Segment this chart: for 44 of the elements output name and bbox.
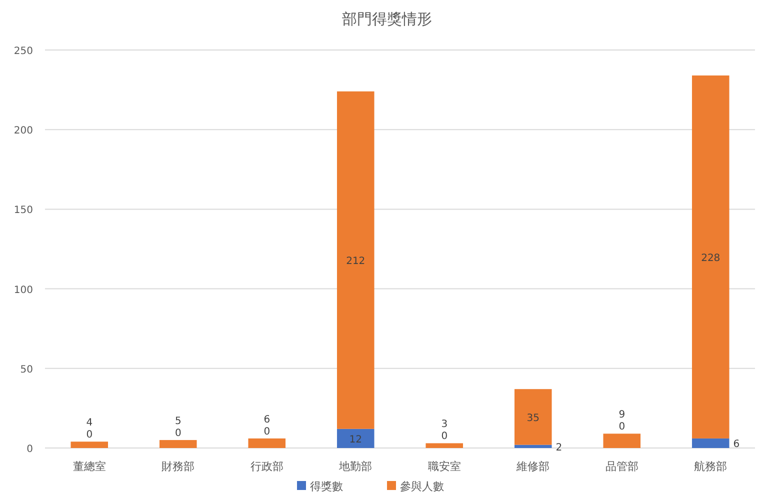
- data-label: 212: [346, 256, 366, 268]
- data-label: 0: [618, 422, 626, 433]
- y-tick-label: 200: [14, 126, 33, 137]
- bar: [159, 440, 197, 448]
- bar: [70, 442, 108, 448]
- y-tick-label: 150: [14, 205, 33, 216]
- x-tick-label: 董總室: [72, 460, 106, 473]
- x-tick-label: 地勤部: [338, 460, 372, 473]
- data-label: 35: [526, 412, 540, 424]
- x-tick-label: 維修部: [516, 460, 550, 473]
- data-label: 6: [733, 439, 740, 450]
- legend-label: 得獎數: [310, 480, 343, 493]
- bar: [248, 438, 286, 448]
- x-tick-label: 行政部: [250, 460, 284, 473]
- legend-label: 參與人數: [400, 480, 444, 493]
- bar: [426, 443, 464, 448]
- bar: [692, 438, 730, 448]
- x-tick-label: 航務部: [694, 460, 728, 473]
- x-tick-label: 品管部: [605, 460, 638, 473]
- bar: [692, 75, 730, 438]
- bar: [603, 434, 641, 448]
- y-tick-label: 50: [20, 364, 33, 376]
- data-label: 0: [174, 428, 182, 440]
- x-tick-label: 職安室: [428, 460, 461, 473]
- data-label: 12: [349, 434, 362, 446]
- data-label: 228: [701, 252, 720, 264]
- y-tick-label: 250: [14, 46, 33, 57]
- data-label: 9: [618, 410, 626, 421]
- data-label: 0: [264, 426, 270, 438]
- data-label: 4: [86, 418, 93, 429]
- bar: [336, 428, 374, 448]
- data-label: 0: [441, 431, 448, 442]
- data-label: 0: [86, 430, 93, 441]
- y-tick-label: 100: [14, 284, 33, 296]
- chart-title: 部門得獎情形: [342, 10, 432, 28]
- data-label: 2: [556, 442, 562, 454]
- y-tick-label: 0: [26, 444, 33, 455]
- data-label: 5: [174, 416, 182, 428]
- bar: [514, 444, 552, 448]
- x-tick-label: 財務部: [162, 460, 195, 473]
- bar: [336, 91, 374, 429]
- bar: [514, 389, 552, 445]
- data-label: 6: [264, 414, 270, 426]
- data-label: 3: [441, 419, 448, 430]
